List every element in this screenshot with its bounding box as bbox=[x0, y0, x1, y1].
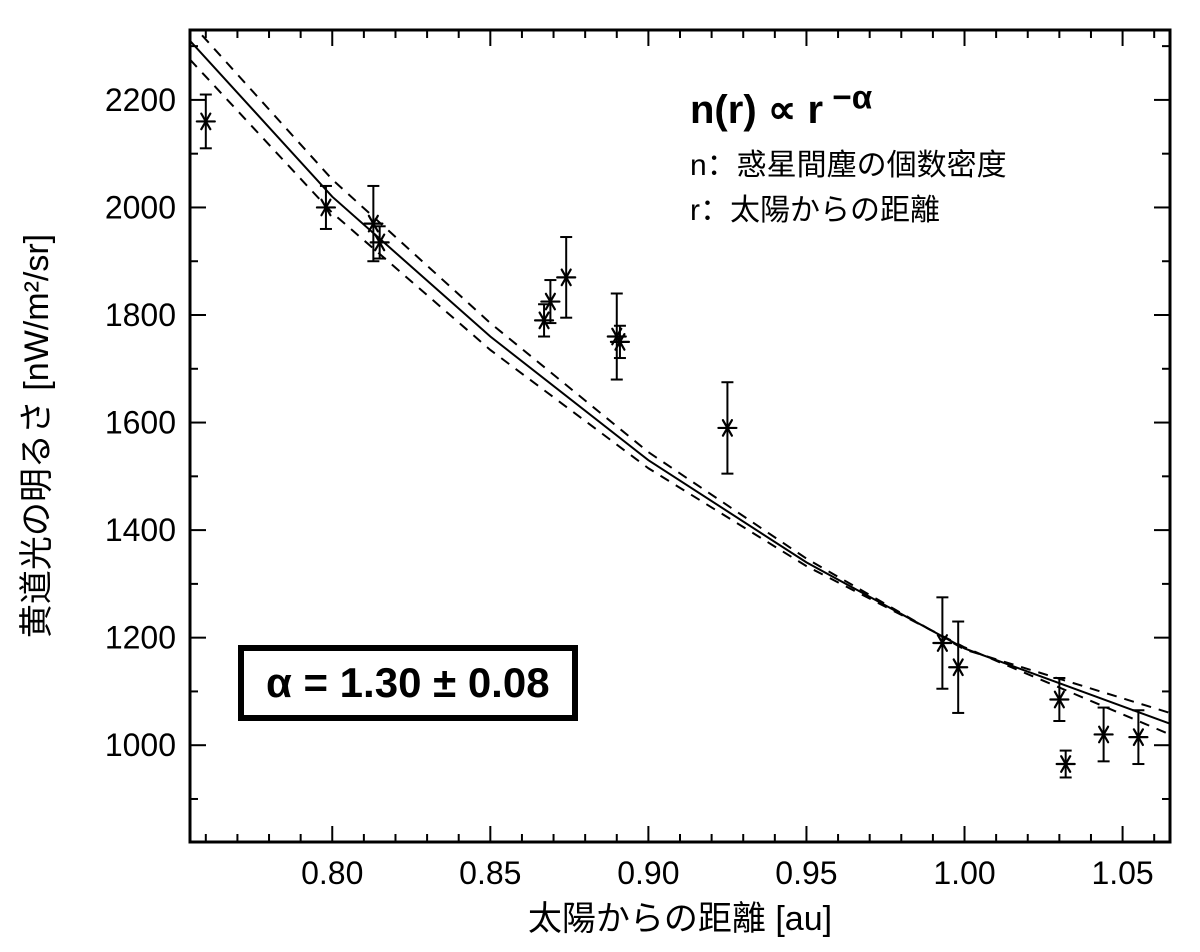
svg-text:1.05: 1.05 bbox=[1091, 855, 1153, 891]
svg-text:0.80: 0.80 bbox=[301, 855, 363, 891]
svg-text:1000: 1000 bbox=[105, 727, 176, 763]
svg-text:1600: 1600 bbox=[105, 405, 176, 441]
svg-text:0.90: 0.90 bbox=[617, 855, 679, 891]
svg-text:1400: 1400 bbox=[105, 512, 176, 548]
formula-base: n(r) ∝ r −α bbox=[690, 88, 872, 132]
svg-text:2000: 2000 bbox=[105, 189, 176, 225]
svg-text:0.85: 0.85 bbox=[459, 855, 521, 891]
legend-r-line: r：太陽からの距離 bbox=[690, 185, 940, 229]
svg-text:2200: 2200 bbox=[105, 82, 176, 118]
svg-text:1.00: 1.00 bbox=[933, 855, 995, 891]
svg-text:1800: 1800 bbox=[105, 297, 176, 333]
svg-text:太陽からの距離 [au]: 太陽からの距離 [au] bbox=[528, 900, 832, 938]
legend-n-line: n：惑星間塵の個数密度 bbox=[690, 140, 1007, 184]
alpha-result-box: α = 1.30 ± 0.08 bbox=[238, 645, 578, 721]
svg-text:黄道光の明るさ [nW/m²/sr]: 黄道光の明るさ [nW/m²/sr] bbox=[18, 234, 56, 638]
svg-text:0.95: 0.95 bbox=[775, 855, 837, 891]
chart-container: 0.80 0.85 0.90 0.95 1.00 1.05 1000 1200 1400 1600… bbox=[0, 0, 1200, 952]
svg-text:1200: 1200 bbox=[105, 620, 176, 656]
scatter-plot: 0.80 0.85 0.90 0.95 1.00 1.05 1000 1200 1400 1600… bbox=[0, 0, 1200, 952]
formula-annotation: n(r) ∝ r −α bbox=[690, 80, 872, 133]
